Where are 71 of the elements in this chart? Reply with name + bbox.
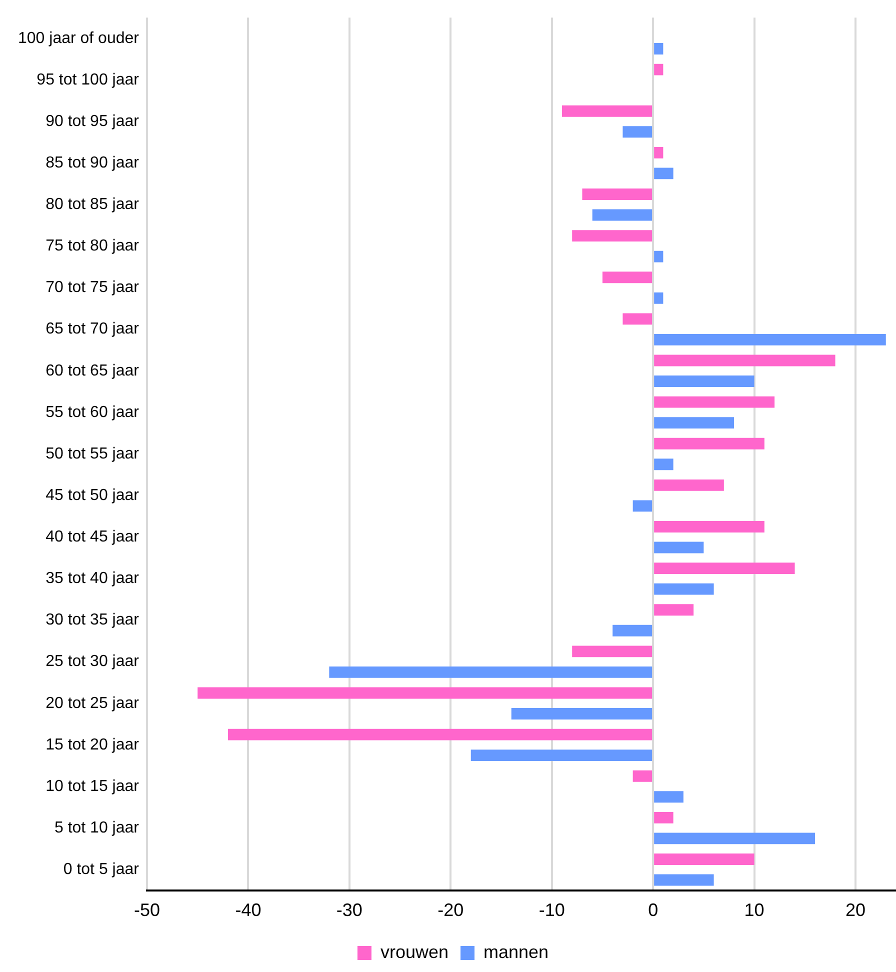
y-tick-label: 95 tot 100 jaar xyxy=(36,71,140,88)
x-tick-label: -20 xyxy=(438,900,464,920)
y-tick-label: 5 tot 10 jaar xyxy=(54,819,140,836)
bar xyxy=(654,791,684,803)
y-tick-label: 70 tot 75 jaar xyxy=(46,279,140,296)
bar xyxy=(654,250,664,262)
bar xyxy=(654,168,674,180)
bar xyxy=(654,417,734,429)
bar xyxy=(582,188,652,200)
bar xyxy=(572,646,652,658)
bar xyxy=(654,562,795,574)
y-tick-label: 80 tot 85 jaar xyxy=(46,196,140,214)
y-tick-label: 40 tot 45 jaar xyxy=(46,528,140,546)
bar xyxy=(329,666,652,678)
bar xyxy=(654,854,754,865)
bar xyxy=(654,479,724,491)
y-tick-label: 55 tot 60 jaar xyxy=(46,404,140,421)
bar xyxy=(654,43,664,54)
bar xyxy=(602,272,652,284)
bar xyxy=(654,583,714,595)
bar xyxy=(592,209,652,221)
bar xyxy=(654,64,664,76)
bar xyxy=(228,728,652,740)
y-tick-label: 35 tot 40 jaar xyxy=(46,570,140,588)
bar xyxy=(654,458,674,470)
bar xyxy=(654,354,836,366)
bar xyxy=(654,812,674,824)
bar xyxy=(654,396,775,408)
y-tick-label: 60 tot 65 jaar xyxy=(46,362,140,380)
x-tick-label: -50 xyxy=(134,900,160,920)
x-tick-label: 0 xyxy=(648,900,658,920)
bar xyxy=(654,376,754,387)
bar xyxy=(612,624,652,636)
y-tick-label: 10 tot 15 jaar xyxy=(46,778,140,795)
x-tick-label: 10 xyxy=(744,900,764,920)
bar xyxy=(654,521,764,532)
x-tick-label: 20 xyxy=(845,900,866,920)
bar xyxy=(198,687,652,699)
bar xyxy=(470,750,652,762)
bar xyxy=(654,334,886,346)
bar xyxy=(622,126,652,138)
y-tick-label: 25 tot 30 jaar xyxy=(46,653,140,670)
bar xyxy=(654,874,714,886)
y-tick-label: 15 tot 20 jaar xyxy=(46,736,140,754)
y-tick-label: 0 tot 5 jaar xyxy=(63,861,140,878)
legend-label: mannen xyxy=(483,942,549,962)
y-tick-label: 50 tot 55 jaar xyxy=(46,445,140,462)
y-tick-label: 20 tot 25 jaar xyxy=(46,694,140,712)
x-tick-label: -10 xyxy=(538,900,565,920)
y-tick-label: 100 jaar of ouder xyxy=(18,30,140,47)
bar xyxy=(562,105,652,117)
bar xyxy=(654,542,704,554)
y-tick-label: 75 tot 80 jaar xyxy=(46,238,140,255)
bar xyxy=(654,832,816,844)
bar xyxy=(654,438,764,450)
bar xyxy=(572,230,652,242)
bar xyxy=(654,604,694,616)
bar xyxy=(632,770,652,782)
x-tick-label: -30 xyxy=(336,900,362,920)
y-tick-label: 45 tot 50 jaar xyxy=(46,486,140,504)
y-tick-label: 65 tot 70 jaar xyxy=(46,320,140,338)
y-tick-label: 90 tot 95 jaar xyxy=(46,112,140,130)
bar xyxy=(654,292,664,304)
bar xyxy=(511,708,652,720)
y-tick-label: 30 tot 35 jaar xyxy=(46,612,140,629)
bar xyxy=(622,313,652,325)
bar xyxy=(632,500,652,512)
legend-label: vrouwen xyxy=(380,942,449,962)
bar xyxy=(654,146,664,158)
x-tick-label: -40 xyxy=(235,900,262,920)
y-tick-label: 85 tot 90 jaar xyxy=(46,154,140,172)
